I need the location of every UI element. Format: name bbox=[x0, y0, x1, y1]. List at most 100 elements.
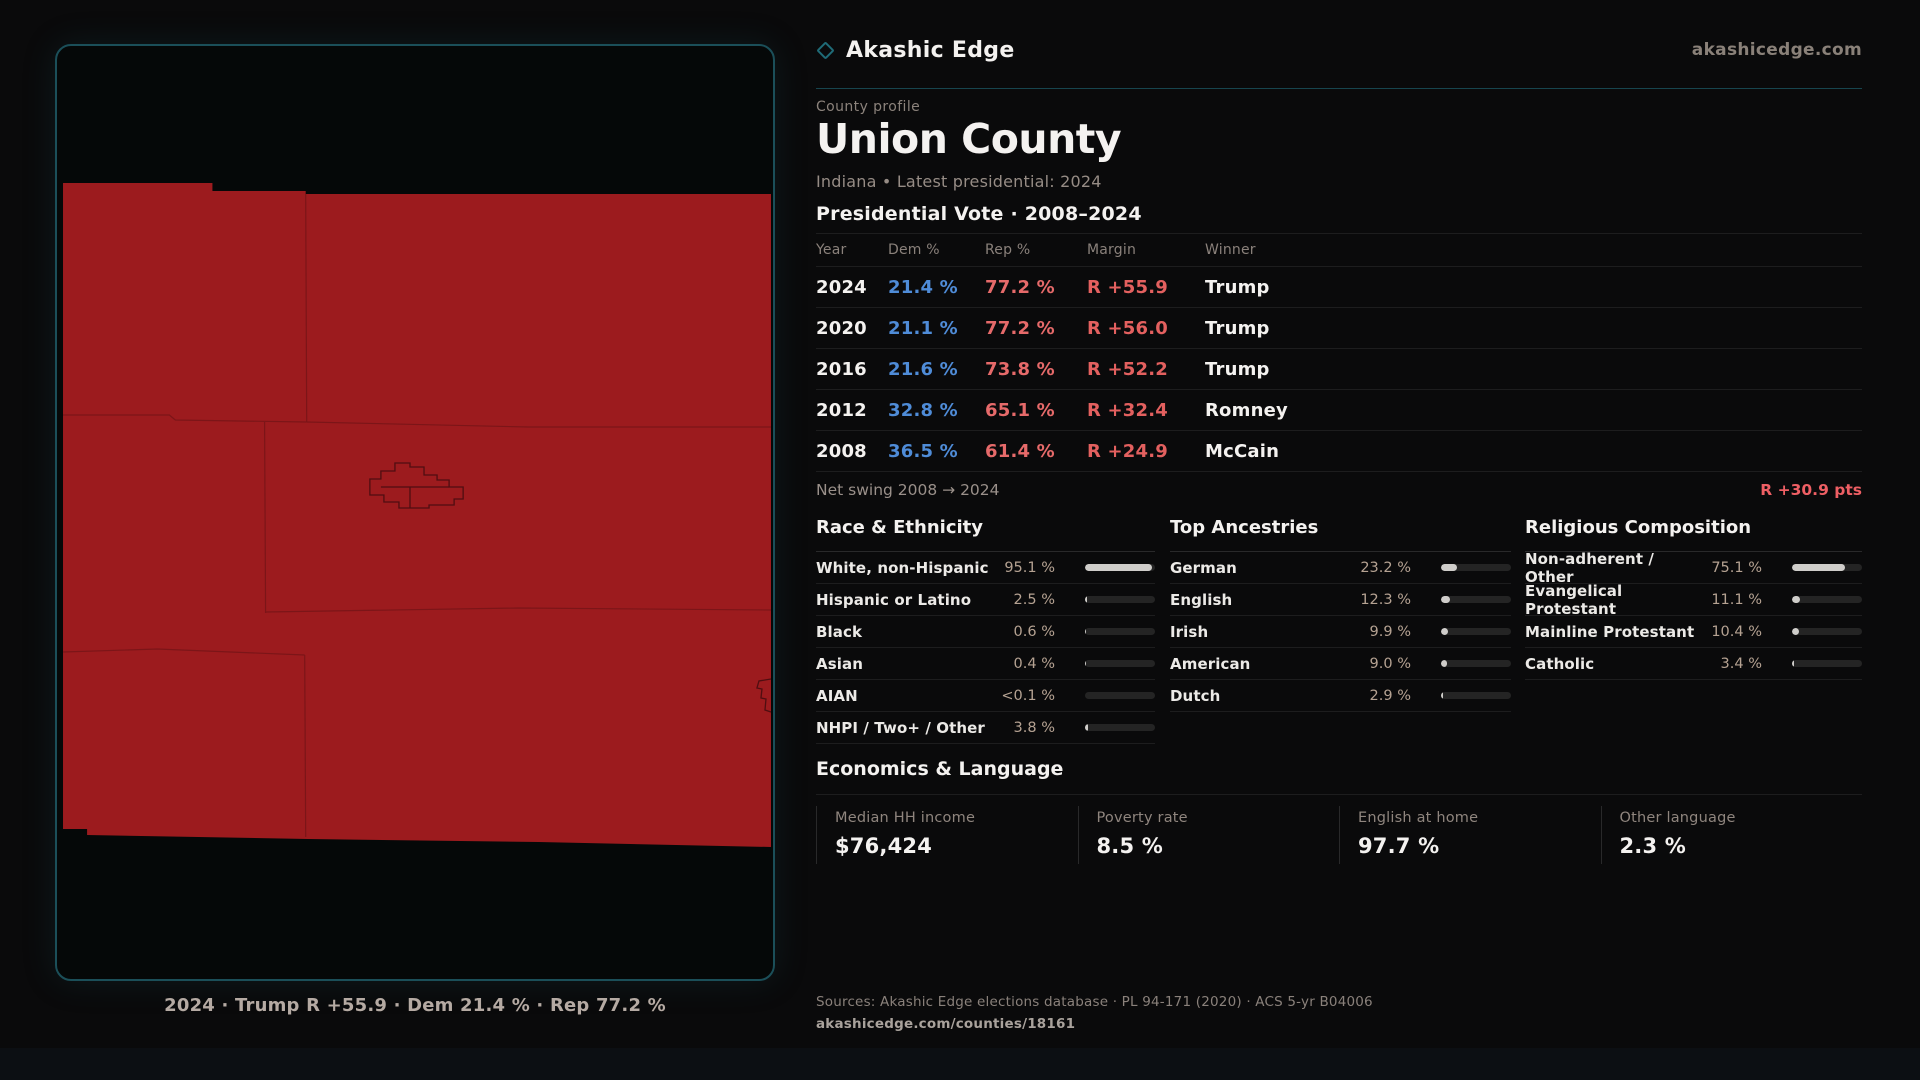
cell-margin: R +55.9 bbox=[1087, 276, 1169, 298]
religion-heading-wrap: Religious Composition bbox=[1525, 517, 1862, 552]
header: Akashic Edge akashicedge.com bbox=[816, 34, 1862, 66]
demo-label: AIAN bbox=[816, 686, 858, 705]
demo-bar bbox=[1085, 660, 1155, 667]
stat-poverty-rate: Poverty rate 8.5 % bbox=[1077, 806, 1340, 864]
list-item: Hispanic or Latino 2.5 % bbox=[816, 584, 1155, 616]
list-item: Irish 9.9 % bbox=[1170, 616, 1511, 648]
cell-dem: 21.1 % bbox=[888, 317, 958, 339]
demo-bar-fill bbox=[1441, 660, 1448, 667]
cell-rep: 61.4 % bbox=[985, 440, 1055, 462]
cell-dem: 36.5 % bbox=[888, 440, 958, 462]
site-link[interactable]: akashicedge.com bbox=[1691, 40, 1862, 60]
demo-bar bbox=[1441, 628, 1511, 635]
demo-label: American bbox=[1170, 654, 1251, 673]
demo-bar bbox=[1441, 596, 1511, 603]
list-item: Non-adherent / Other 75.1 % bbox=[1525, 550, 1862, 586]
list-item: NHPI / Two+ / Other 3.8 % bbox=[816, 712, 1155, 744]
stat-median-hh-income: Median HH income $76,424 bbox=[816, 806, 1078, 864]
col-rep: Rep % bbox=[985, 242, 1031, 258]
col-margin: Margin bbox=[1087, 242, 1137, 258]
page-title: Union County bbox=[816, 115, 1122, 163]
header-divider bbox=[816, 88, 1862, 89]
demo-bar bbox=[1085, 692, 1155, 699]
net-swing: Net swing 2008 → 2024 R +30.9 pts bbox=[816, 481, 1862, 499]
demo-value: 11.1 % bbox=[1711, 591, 1762, 608]
demo-bar bbox=[1441, 564, 1511, 571]
demo-label: Asian bbox=[816, 654, 863, 673]
cell-year: 2016 bbox=[816, 358, 867, 380]
cell-rep: 73.8 % bbox=[985, 358, 1055, 380]
demo-bar-fill bbox=[1441, 628, 1448, 635]
page-subtitle: Indiana • Latest presidential: 2024 bbox=[816, 172, 1102, 191]
township-borders bbox=[62, 193, 771, 838]
demo-value: 3.4 % bbox=[1720, 655, 1762, 672]
demo-value: 2.9 % bbox=[1369, 687, 1411, 704]
demo-bar-fill bbox=[1085, 596, 1087, 603]
cell-year: 2020 bbox=[816, 317, 867, 339]
stat-value: 97.7 % bbox=[1358, 834, 1440, 858]
demo-bar-fill bbox=[1792, 628, 1800, 635]
demo-bar-fill bbox=[1792, 564, 1845, 571]
list-item: Asian 0.4 % bbox=[816, 648, 1155, 680]
sources-line: Sources: Akashic Edge elections database… bbox=[816, 994, 1373, 1010]
demo-bar bbox=[1085, 724, 1155, 731]
economics-stats: Median HH income $76,424 Poverty rate 8.… bbox=[816, 806, 1862, 864]
table-row: 2020 21.1 % 77.2 % R +56.0 Trump bbox=[816, 307, 1862, 348]
ancestries-section: Top Ancestries German 23.2 % English 12.… bbox=[1170, 517, 1511, 712]
ancestries-heading-wrap: Top Ancestries bbox=[1170, 517, 1511, 552]
stat-value: $76,424 bbox=[835, 834, 933, 858]
demo-value: 9.9 % bbox=[1369, 623, 1411, 640]
brand-name: Akashic Edge bbox=[846, 37, 1015, 63]
stat-label: Other language bbox=[1619, 810, 1736, 826]
demo-value: 2.5 % bbox=[1013, 591, 1055, 608]
demo-value: 10.4 % bbox=[1711, 623, 1762, 640]
table-row: 2024 21.4 % 77.2 % R +55.9 Trump bbox=[816, 266, 1862, 307]
cell-dem: 21.6 % bbox=[888, 358, 958, 380]
town-boundaries bbox=[369, 462, 772, 713]
county-map bbox=[62, 183, 772, 847]
stat-value: 2.3 % bbox=[1619, 834, 1687, 858]
demo-bar bbox=[1085, 628, 1155, 635]
permalink[interactable]: akashicedge.com/counties/18161 bbox=[816, 1016, 1076, 1032]
religion-section: Religious Composition Non-adherent / Oth… bbox=[1525, 517, 1862, 680]
cell-winner: Trump bbox=[1205, 317, 1270, 339]
demo-bar bbox=[1441, 692, 1511, 699]
demo-value: 23.2 % bbox=[1360, 559, 1411, 576]
demo-value: 0.6 % bbox=[1013, 623, 1055, 640]
list-item: Evangelical Protestant 11.1 % bbox=[1525, 582, 1862, 618]
demo-label: Dutch bbox=[1170, 686, 1221, 705]
cell-year: 2008 bbox=[816, 440, 867, 462]
demo-label: English bbox=[1170, 590, 1233, 609]
county-map-panel bbox=[55, 44, 775, 981]
cell-winner: Romney bbox=[1205, 399, 1288, 421]
demo-value: 0.4 % bbox=[1013, 655, 1055, 672]
demo-value: 9.0 % bbox=[1369, 655, 1411, 672]
demo-bar-fill bbox=[1085, 564, 1152, 571]
net-swing-value: R +30.9 pts bbox=[1760, 481, 1862, 499]
demo-bar-fill bbox=[1792, 660, 1795, 667]
ancestries-heading: Top Ancestries bbox=[1170, 517, 1319, 538]
demo-bar bbox=[1792, 660, 1862, 667]
table-row: 2012 32.8 % 65.1 % R +32.4 Romney bbox=[816, 389, 1862, 430]
brand: Akashic Edge bbox=[816, 38, 1015, 63]
col-dem: Dem % bbox=[888, 242, 940, 258]
list-item: American 9.0 % bbox=[1170, 648, 1511, 680]
demo-bar-fill bbox=[1441, 564, 1458, 571]
demo-label: Hispanic or Latino bbox=[816, 590, 972, 609]
cell-year: 2024 bbox=[816, 276, 867, 298]
demo-label: Black bbox=[816, 622, 863, 641]
demo-label: Catholic bbox=[1525, 654, 1595, 673]
demo-value: <0.1 % bbox=[1001, 687, 1055, 704]
stat-label: Median HH income bbox=[835, 810, 976, 826]
cell-year: 2012 bbox=[816, 399, 867, 421]
demo-bar bbox=[1792, 596, 1862, 603]
cell-margin: R +32.4 bbox=[1087, 399, 1169, 421]
demo-bar-fill bbox=[1085, 724, 1088, 731]
demo-label: NHPI / Two+ / Other bbox=[816, 718, 985, 737]
table-row: 2016 21.6 % 73.8 % R +52.2 Trump bbox=[816, 348, 1862, 389]
demo-bar bbox=[1792, 628, 1862, 635]
county-shape bbox=[63, 183, 771, 847]
vote-section-heading: Presidential Vote · 2008–2024 bbox=[816, 203, 1142, 225]
list-item: Catholic 3.4 % bbox=[1525, 648, 1862, 680]
